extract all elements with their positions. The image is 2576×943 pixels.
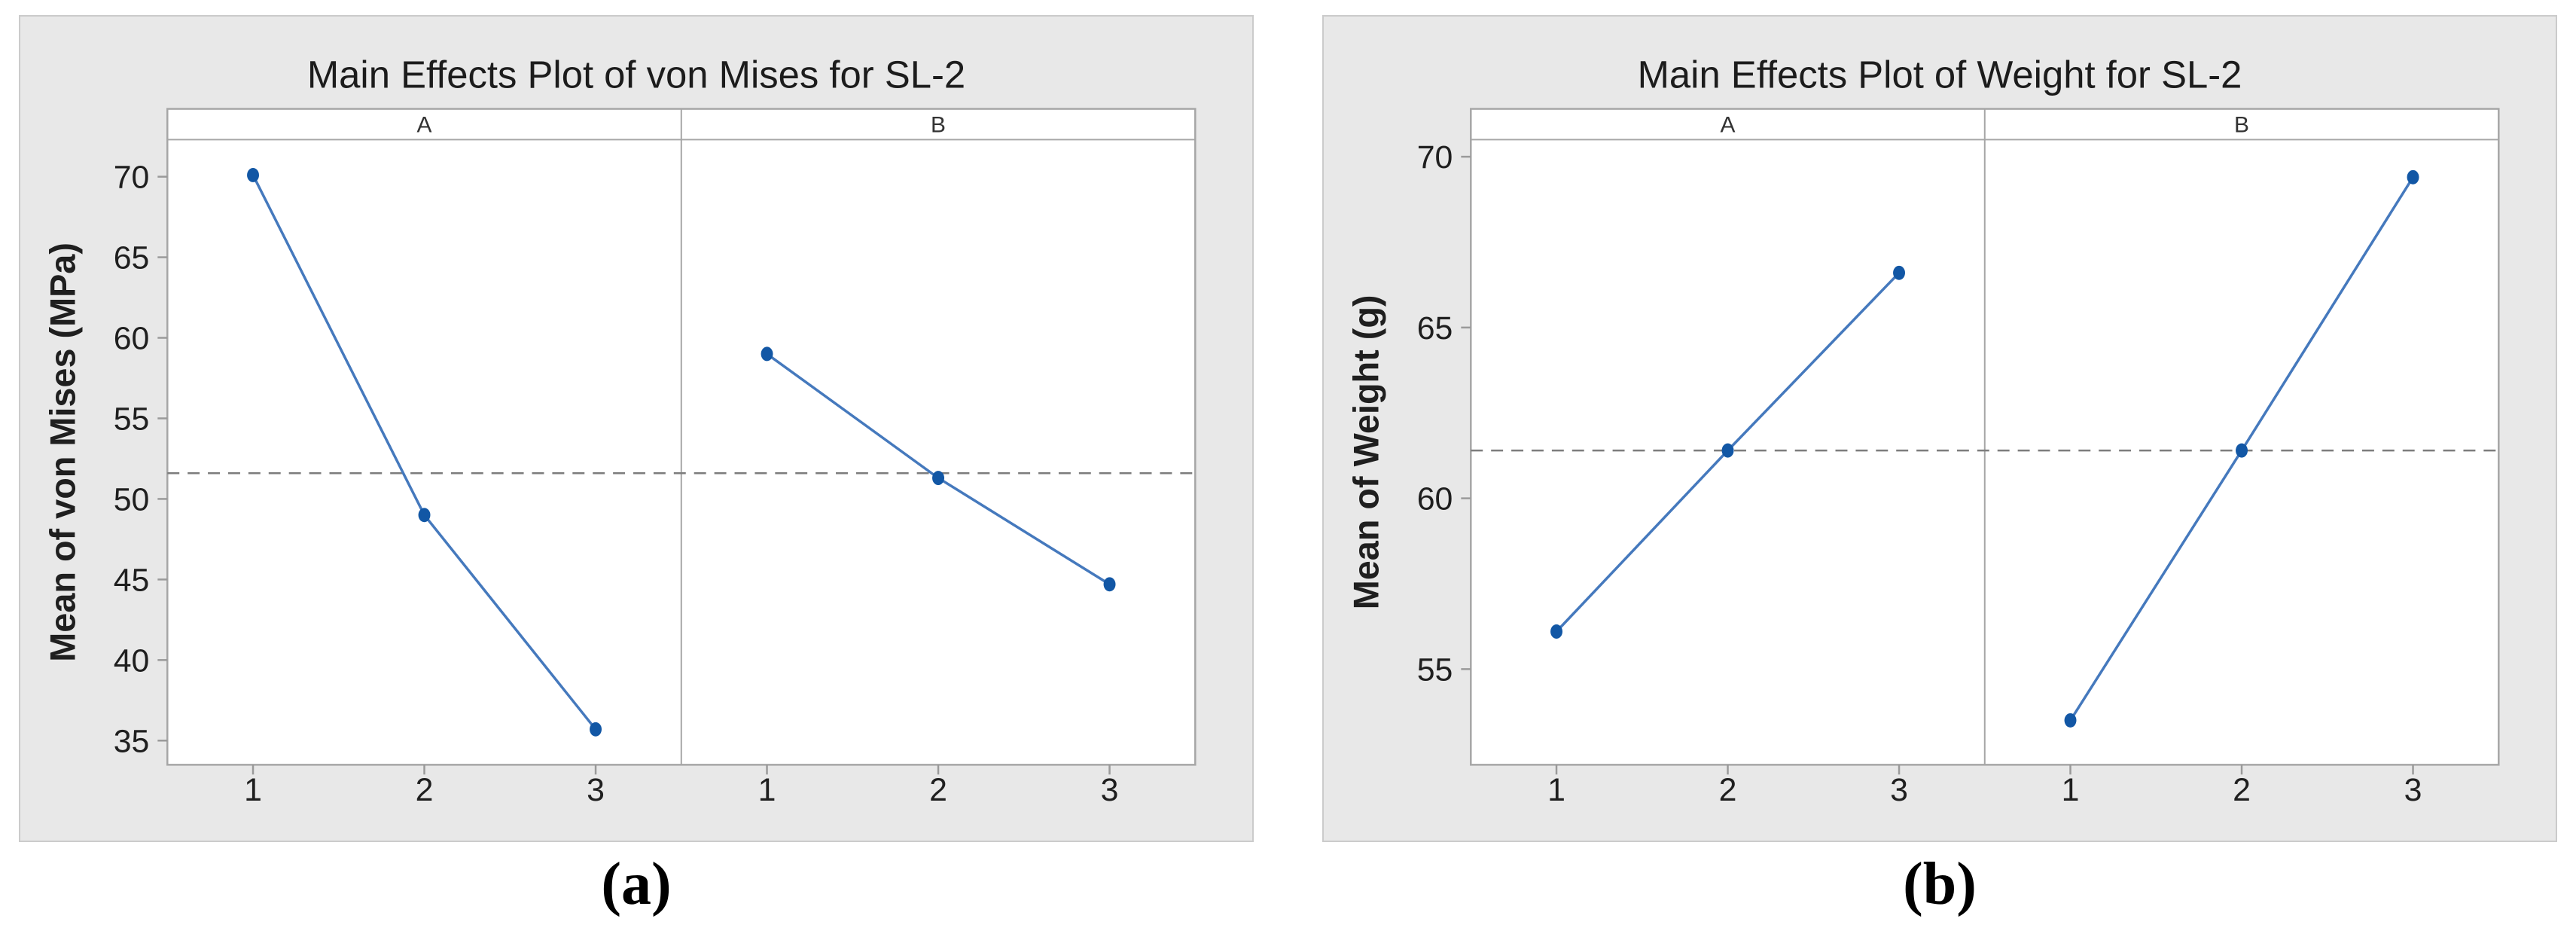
x-tick-label: 1 (1547, 772, 1565, 808)
y-tick-label: 55 (114, 401, 150, 437)
panel-header-label: B (2234, 112, 2249, 137)
data-point (761, 346, 773, 362)
data-point (247, 167, 259, 182)
x-tick-label: 3 (2404, 772, 2422, 808)
y-tick-label: 70 (1417, 139, 1453, 175)
x-tick-label: 2 (929, 772, 947, 808)
panel-header-label: B (931, 112, 946, 137)
chart-title: Main Effects Plot of Weight for SL-2 (1638, 53, 2242, 96)
x-tick-label: 3 (587, 772, 605, 808)
x-tick-label: 2 (416, 772, 434, 808)
y-tick-label: 70 (114, 160, 150, 196)
y-tick-label: 40 (114, 642, 150, 679)
data-point (2064, 713, 2077, 728)
data-point (1893, 265, 1906, 280)
x-tick-label: 3 (1101, 772, 1119, 808)
main-effects-chart-weight: 55 60 65 70 A 1 2 3 B 1 2 3 Main Effects Plot of Wei… (1347, 53, 2500, 808)
y-tick-label: 55 (1417, 652, 1453, 688)
data-point (418, 508, 431, 523)
y-tick-label: 65 (1417, 310, 1453, 346)
y-axis-label: Mean of von Mises (MPa) (44, 243, 83, 662)
x-tick-label: 3 (1890, 772, 1908, 808)
data-point (1721, 443, 1734, 458)
y-tick-label: 65 (114, 240, 150, 276)
data-point (1550, 624, 1562, 639)
y-tick-label: 50 (114, 481, 150, 517)
chart-card-von-mises: 35 40 45 50 55 60 65 70 A 1 2 3 B 1 2 3 Main Effects Plo… (19, 15, 1254, 842)
y-tick-label: 60 (1417, 481, 1453, 517)
y-tick-label: 35 (114, 723, 150, 759)
x-tick-label: 2 (1719, 772, 1737, 808)
data-point (1103, 577, 1116, 592)
caption-a-label: (a) (601, 851, 672, 917)
x-tick-label: 1 (244, 772, 262, 808)
main-effects-chart-von-mises: 35 40 45 50 55 60 65 70 A 1 2 3 B 1 2 3 Main Effects Plo… (44, 53, 1197, 808)
y-tick-label: 60 (114, 321, 150, 357)
x-tick-label: 1 (2062, 772, 2080, 808)
data-point (2236, 443, 2248, 458)
caption-a: (a) (19, 848, 1254, 920)
chart-title: Main Effects Plot of von Mises for SL-2 (307, 53, 965, 96)
data-point (590, 722, 602, 737)
caption-b-label: (b) (1903, 851, 1977, 917)
panel-header-label: A (1721, 112, 1736, 137)
caption-b: (b) (1322, 848, 2557, 920)
chart-card-weight: 55 60 65 70 A 1 2 3 B 1 2 3 Main Effects Plot of Wei… (1322, 15, 2557, 842)
y-tick-label: 45 (114, 562, 150, 598)
x-tick-label: 2 (2233, 772, 2251, 808)
y-axis-label: Mean of Weight (g) (1347, 294, 1386, 609)
x-tick-label: 1 (758, 772, 776, 808)
panel-header-label: A (417, 112, 432, 137)
data-point (932, 471, 945, 486)
data-point (2407, 169, 2419, 185)
